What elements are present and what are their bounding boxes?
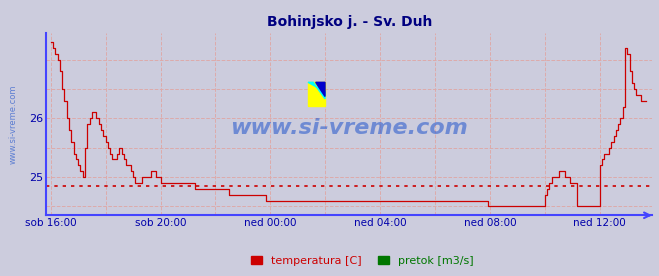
Polygon shape bbox=[308, 82, 325, 99]
Legend: temperatura [C], pretok [m3/s]: temperatura [C], pretok [m3/s] bbox=[246, 251, 478, 270]
Title: Bohinjsko j. - Sv. Duh: Bohinjsko j. - Sv. Duh bbox=[267, 15, 432, 29]
Polygon shape bbox=[308, 82, 325, 106]
Text: www.si-vreme.com: www.si-vreme.com bbox=[9, 84, 17, 164]
Text: www.si-vreme.com: www.si-vreme.com bbox=[231, 118, 468, 138]
Polygon shape bbox=[316, 82, 325, 97]
